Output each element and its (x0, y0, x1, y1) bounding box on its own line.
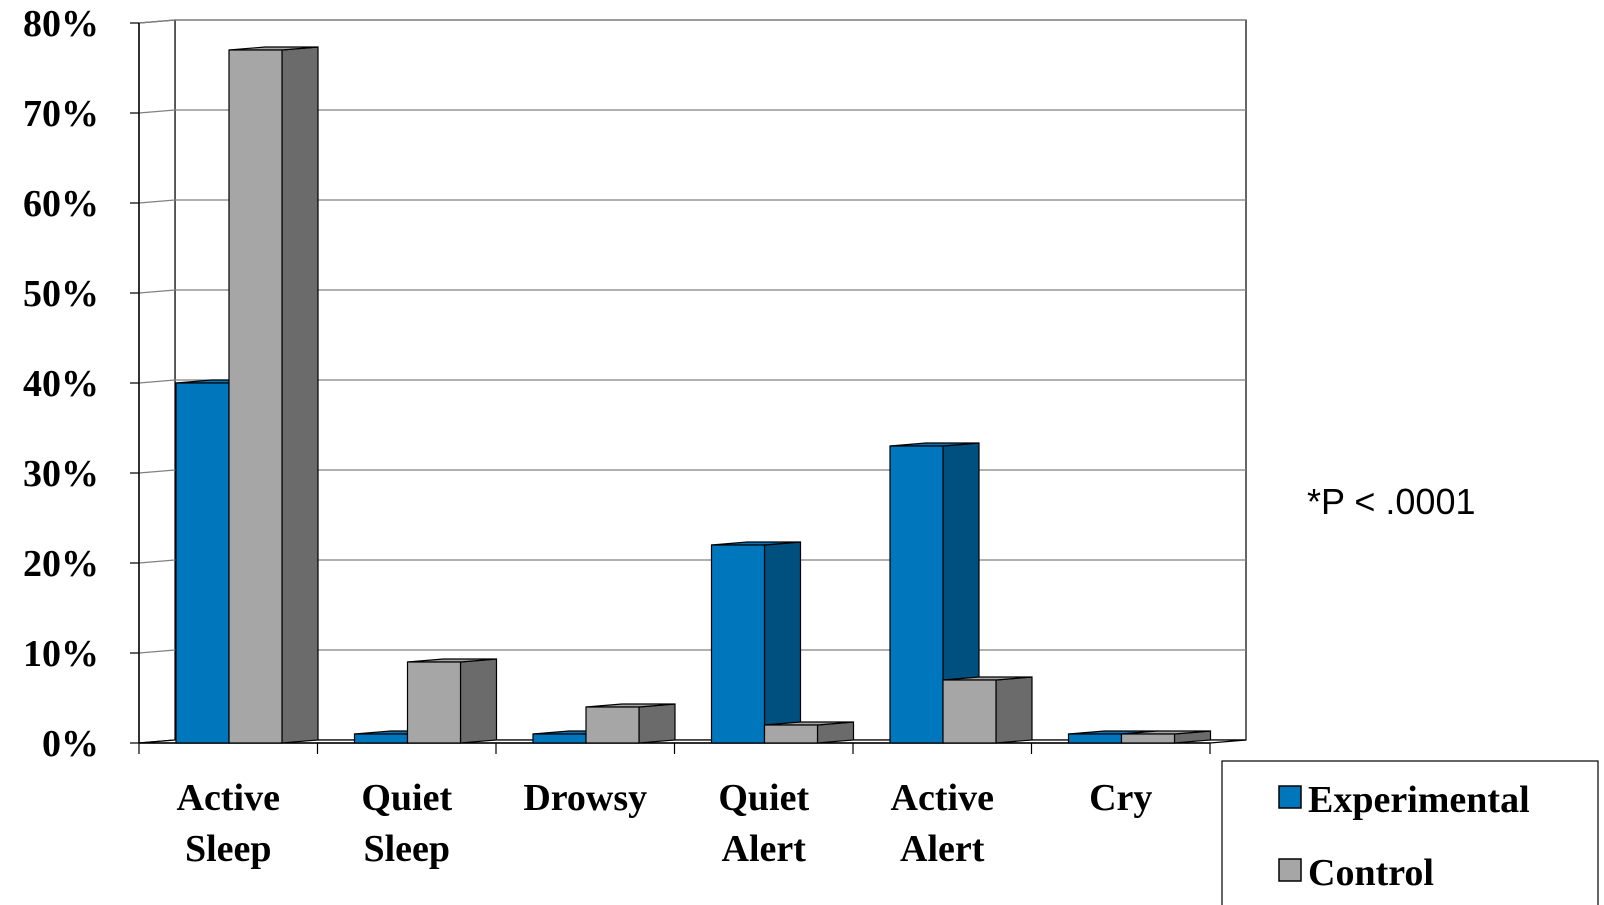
bar-side-face (763, 541, 802, 744)
y-tick-label: 50% (23, 273, 99, 315)
category-line: Alert (900, 828, 985, 870)
category-line: Alert (722, 828, 807, 870)
y-tick-label: 70% (23, 93, 99, 135)
bar-front-face (1067, 733, 1123, 744)
significance-note: *P < .0001 (1307, 481, 1476, 522)
y-tick-label: 80% (23, 3, 99, 45)
category-line: Cry (1089, 777, 1152, 819)
gridline (138, 289, 1246, 294)
plot-area (130, 19, 1247, 754)
bar-front-face (889, 445, 944, 744)
category-line: Drowsy (523, 777, 647, 819)
bar-front-face (710, 544, 766, 744)
bar-front-face (1120, 733, 1176, 744)
x-category-label: Quiet Alert (718, 777, 809, 870)
bar-control (585, 703, 676, 744)
y-tick-label: 0% (42, 723, 99, 765)
category-line: Quiet (361, 777, 452, 819)
legend-label-control: Control (1308, 852, 1434, 894)
gridline (138, 469, 1246, 474)
bar-front-face (532, 733, 587, 744)
bar-front-face (942, 679, 997, 744)
bar-front-face (228, 49, 283, 744)
bar-side-face (995, 676, 1033, 744)
gridline (138, 109, 1246, 114)
bar-experimental (710, 541, 802, 744)
x-category-label: Cry (1089, 777, 1152, 819)
gridline (138, 379, 1246, 384)
category-line: Sleep (185, 828, 272, 870)
bars-group (175, 46, 1212, 744)
x-category-label: Active Sleep (177, 777, 280, 870)
gridline (138, 199, 1246, 204)
gridline (138, 649, 1246, 654)
bar-side-face (281, 46, 319, 744)
bar-control (942, 676, 1033, 744)
y-tick-labels: 0% 10% 20% 30% 40% 50% 60% 70% 80% (23, 3, 99, 765)
x-category-label: Drowsy (523, 777, 647, 819)
category-line: Sleep (363, 828, 450, 870)
x-category-label: Active Alert (891, 777, 994, 870)
x-category-label: Quiet Sleep (361, 777, 452, 870)
legend: Experimental Control (1221, 760, 1599, 905)
bar-control (406, 658, 498, 744)
legend-label-experimental: Experimental (1308, 779, 1530, 821)
y-tick-label: 40% (23, 363, 99, 405)
bar-control (1120, 730, 1212, 744)
y-tick-label: 60% (23, 183, 99, 225)
bar-control (763, 721, 855, 744)
gridline (138, 559, 1246, 564)
legend-swatch-control (1278, 858, 1302, 882)
gridline (138, 19, 1246, 24)
bar-front-face (763, 724, 819, 744)
y-tick-label: 20% (23, 543, 99, 585)
bar-side-face (638, 703, 676, 744)
bar-side-face (459, 658, 498, 744)
bar-front-face (175, 382, 230, 744)
category-line: Active (177, 777, 280, 819)
category-line: Active (891, 777, 994, 819)
legend-swatch-experimental (1278, 785, 1302, 809)
bar-front-face (585, 706, 640, 744)
y-tick-label: 10% (23, 633, 99, 675)
bar-front-face (406, 661, 462, 744)
category-line: Quiet (718, 777, 809, 819)
bar-experimental (889, 442, 980, 744)
bar-front-face (353, 733, 409, 744)
y-tick-label: 30% (23, 453, 99, 495)
bar-control (228, 46, 319, 744)
